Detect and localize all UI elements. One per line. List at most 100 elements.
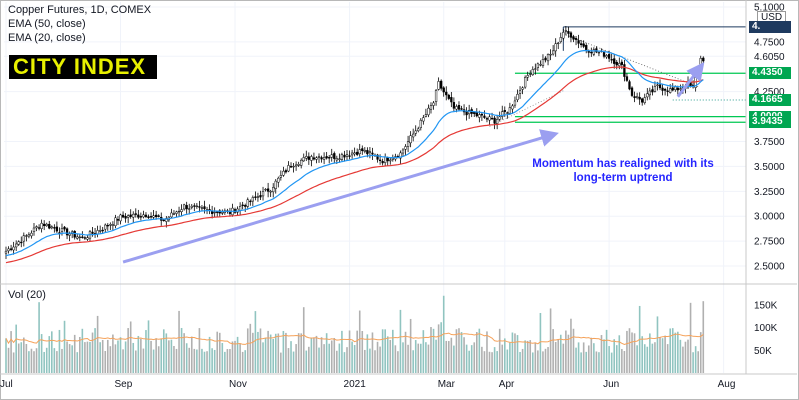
candle-body: [345, 154, 349, 157]
candle-body: [48, 223, 51, 229]
candle-body: [137, 214, 140, 218]
candle-body: [496, 119, 499, 124]
candle-body: [109, 224, 112, 226]
volume-bar: [414, 340, 417, 373]
volume-bar: [185, 343, 188, 373]
volume-bar: [104, 350, 107, 373]
y-tick-label: 5.1000: [754, 2, 785, 13]
volume-bar: [68, 344, 71, 373]
volume-bar: [325, 333, 328, 373]
candle-body: [607, 54, 611, 59]
volume-bar: [669, 328, 671, 373]
candle-body: [157, 215, 160, 217]
candle-body: [646, 93, 649, 98]
volume-bar: [193, 348, 196, 373]
candle-body: [381, 160, 384, 164]
candle-body: [516, 94, 519, 101]
volume-bar: [119, 337, 122, 373]
volume-bar: [106, 339, 109, 373]
volume-bar: [20, 342, 23, 373]
axes: 5.1000 4.7500 4.6050 4.2500 3.7500 3.5000 3.25…: [0, 0, 797, 390]
price-label: 4.1665: [749, 93, 791, 106]
volume-bar: [379, 346, 381, 373]
candle-body: [557, 42, 560, 45]
volume-bar: [404, 331, 407, 373]
volume-bar: [175, 348, 178, 373]
volume-bar: [694, 346, 697, 373]
volume-bar: [440, 322, 442, 373]
x-tick-label: Mar: [438, 379, 456, 390]
volume-bar: [468, 350, 470, 373]
candle-body: [574, 38, 578, 40]
candle-body: [676, 87, 679, 91]
candle-body: [508, 107, 512, 114]
candle-body: [302, 157, 305, 162]
volume-bar: [61, 348, 63, 373]
volume-bar: [190, 336, 193, 373]
volume-bar: [96, 315, 99, 373]
volume-bar: [493, 347, 496, 373]
volume-bar: [292, 351, 295, 373]
volume-bar: [692, 352, 694, 373]
candle-body: [577, 40, 580, 44]
candle-body: [287, 165, 290, 172]
volume-bar: [529, 340, 532, 373]
volume-bar: [516, 335, 519, 373]
volume-bar: [147, 320, 150, 373]
candle-body: [182, 204, 186, 210]
candle-body: [55, 226, 59, 232]
candle-body: [590, 51, 593, 54]
volume-bar: [262, 342, 264, 373]
candle-body: [544, 57, 547, 61]
candle-body: [350, 152, 354, 156]
candle-body: [177, 210, 181, 213]
candle-body: [246, 199, 249, 207]
candle-body: [480, 113, 484, 116]
volume-bar: [463, 337, 465, 373]
volume-bar: [369, 348, 371, 373]
volume-bar: [577, 342, 580, 373]
candle-body: [559, 37, 562, 43]
volume-bar: [613, 339, 616, 373]
candle-body: [490, 117, 494, 120]
y-tick-label: 4.6050: [754, 52, 785, 63]
volume-bar: [346, 347, 348, 373]
volume-bar: [509, 342, 511, 373]
candle-body: [147, 216, 150, 219]
volume-bar: [580, 352, 582, 373]
volume-bar: [455, 329, 458, 373]
candle-body: [9, 248, 13, 250]
volume-bar: [295, 344, 297, 373]
volume-bar: [122, 349, 124, 373]
candle-body: [531, 69, 534, 76]
volume-bar: [285, 332, 287, 373]
candle-body: [144, 214, 148, 217]
volume-bar: [582, 342, 585, 373]
volume-bar: [201, 348, 203, 373]
candle-body: [361, 148, 364, 152]
volume-bar: [531, 352, 534, 373]
candle-body: [188, 208, 191, 210]
volume-tick-label: 150K: [754, 301, 778, 312]
candle-body: [152, 215, 155, 218]
volume-bar: [267, 330, 269, 373]
volume-bar: [203, 351, 206, 373]
volume-bar: [699, 332, 702, 373]
volume-bar: [23, 337, 25, 373]
trend-arrows: [122, 62, 705, 264]
candles: [4, 25, 705, 259]
volume-bar: [659, 337, 661, 373]
candle-body: [91, 231, 94, 234]
volume-bar: [313, 337, 315, 373]
candle-body: [630, 87, 634, 96]
volume-bar: [43, 351, 45, 373]
candle-body: [305, 156, 308, 159]
volume-bar: [348, 330, 351, 373]
volume-bar: [621, 348, 623, 373]
volume-bar: [140, 338, 142, 373]
volume-bar: [58, 329, 61, 373]
volume-bar: [643, 344, 646, 373]
volume-bar: [498, 328, 501, 373]
candle-body: [679, 88, 682, 90]
volume-bar: [689, 302, 692, 373]
